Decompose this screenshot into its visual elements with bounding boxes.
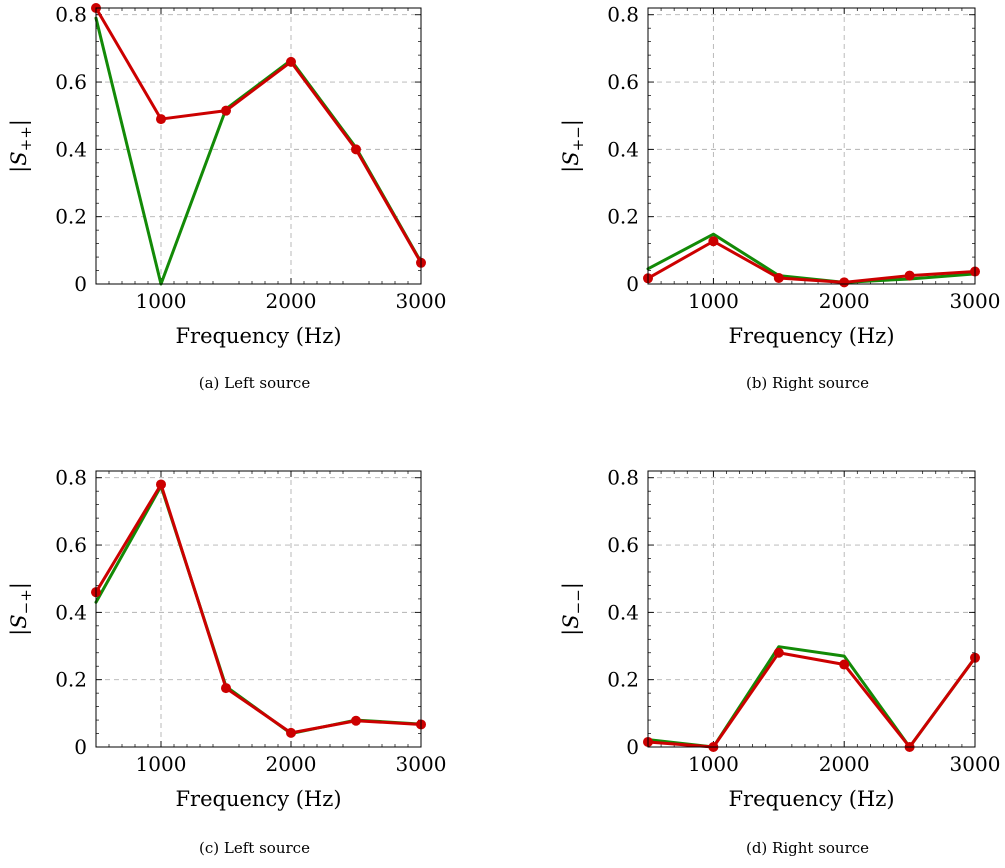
- y-axis-title-subscript: −−: [569, 589, 587, 614]
- y-tick-label: 0: [74, 735, 87, 759]
- y-axis-title: |S−+|: [7, 582, 35, 636]
- plot-frame: [647, 470, 976, 748]
- y-axis-title-subscript: −+: [17, 589, 35, 614]
- y-axis-title-main: |S: [7, 614, 32, 635]
- green-series-line: [646, 645, 977, 749]
- y-axis-title-subscript: +−: [569, 126, 587, 151]
- red-series-point: [904, 270, 915, 281]
- y-axis-title-subscript: ++: [17, 126, 35, 151]
- y-tick-label: 0.6: [55, 533, 87, 557]
- x-tick-label: 1000: [688, 752, 739, 776]
- red-series-point: [839, 659, 850, 670]
- y-axis-title: |S+−|: [559, 119, 587, 173]
- red-series-point: [156, 479, 166, 490]
- red-series-line: [94, 482, 423, 735]
- x-axis-title: Frequency (Hz): [728, 324, 894, 348]
- x-tick-label: 2000: [819, 289, 870, 313]
- y-axis-title-end: |: [7, 119, 32, 126]
- x-tick-label: 3000: [950, 752, 1001, 776]
- y-tick-label: 0.6: [607, 70, 639, 94]
- red-series-line: [646, 239, 977, 284]
- y-axis-title-end: |: [559, 582, 584, 589]
- y-tick-label: 0: [626, 735, 639, 759]
- red-series-point: [156, 114, 166, 125]
- y-tick-label: 0.4: [55, 600, 87, 624]
- panel-caption: (a) Left source: [199, 374, 311, 392]
- plot-frame: [95, 7, 422, 285]
- y-tick-label: 0: [626, 272, 639, 296]
- panel-caption: (d) Right source: [746, 839, 869, 857]
- green-series-line: [94, 484, 423, 736]
- y-tick-label: 0.2: [607, 205, 639, 229]
- red-series-point: [839, 277, 850, 288]
- x-tick-label: 2000: [819, 752, 870, 776]
- x-tick-label: 1000: [136, 289, 187, 313]
- panel-b: 1000 2000 3000 0 0.2 0.4 0.6 0.8 Frequency (Hz) |…: [559, 3, 1000, 392]
- y-tick-label: 0.8: [607, 466, 639, 490]
- y-axis-title-main: |S: [559, 151, 584, 172]
- red-series-point: [221, 105, 231, 116]
- red-series-point: [773, 647, 784, 658]
- y-tick-label: 0.6: [55, 70, 87, 94]
- y-tick-label: 0.6: [607, 533, 639, 557]
- red-series-point: [773, 272, 784, 283]
- x-tick-label: 3000: [396, 289, 447, 313]
- y-tick-label: 0.2: [55, 668, 87, 692]
- x-axis-title: Frequency (Hz): [175, 787, 341, 811]
- x-tick-label: 3000: [950, 289, 1001, 313]
- y-axis-title: |S−−|: [559, 582, 587, 636]
- y-tick-label: 0: [74, 272, 87, 296]
- y-axis-title-main: |S: [559, 614, 584, 635]
- red-series-point: [351, 144, 361, 155]
- y-tick-label: 0.2: [607, 668, 639, 692]
- y-tick-label: 0.4: [607, 137, 639, 161]
- x-tick-label: 1000: [688, 289, 739, 313]
- panel-c: 1000 2000 3000 0 0.2 0.4 0.6 0.8 Frequency (Hz) |…: [7, 466, 446, 857]
- x-tick-label: 3000: [396, 752, 447, 776]
- red-series-line: [94, 6, 423, 265]
- plot-frame: [95, 470, 422, 748]
- red-series-point: [286, 727, 296, 738]
- y-tick-label: 0.2: [55, 205, 87, 229]
- red-series-point: [351, 715, 361, 726]
- red-series-point: [221, 683, 231, 694]
- panel-caption: (c) Left source: [199, 839, 310, 857]
- panel-caption: (b) Right source: [746, 374, 869, 392]
- plot-frame: [647, 7, 976, 285]
- y-axis-title-end: |: [559, 119, 584, 126]
- red-series-point: [708, 236, 719, 247]
- green-series-line: [94, 16, 423, 286]
- y-tick-label: 0.4: [607, 600, 639, 624]
- y-axis-title: |S++|: [7, 119, 35, 173]
- x-axis-title: Frequency (Hz): [175, 324, 341, 348]
- x-axis-title: Frequency (Hz): [728, 787, 894, 811]
- y-tick-label: 0.8: [55, 466, 87, 490]
- red-series-line: [646, 651, 977, 749]
- y-axis-title-end: |: [7, 582, 32, 589]
- panel-d: 1000 2000 3000 0 0.2 0.4 0.6 0.8 Frequency (Hz) |…: [559, 466, 1000, 857]
- y-tick-label: 0.8: [607, 3, 639, 27]
- y-tick-label: 0.4: [55, 137, 87, 161]
- panel-a: 1000 2000 3000 0 0.2 0.4 0.6 0.8 Frequency (Hz) |…: [7, 3, 446, 392]
- x-tick-label: 1000: [136, 752, 187, 776]
- red-series-point: [286, 56, 296, 67]
- x-tick-label: 2000: [266, 289, 317, 313]
- y-tick-label: 0.8: [55, 3, 87, 27]
- y-axis-title-main: |S: [7, 151, 32, 172]
- x-tick-label: 2000: [266, 752, 317, 776]
